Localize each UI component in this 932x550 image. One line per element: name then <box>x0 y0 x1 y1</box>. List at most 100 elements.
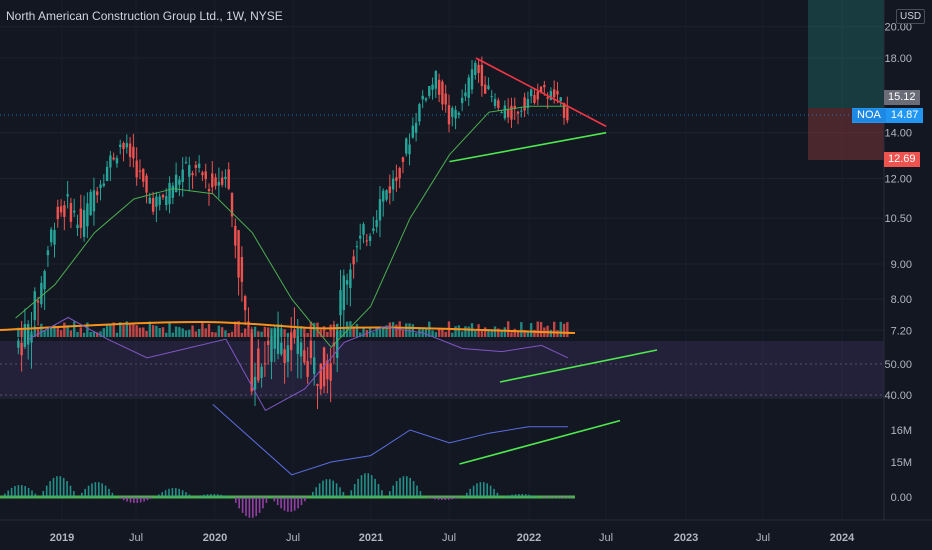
macd-histogram-bar <box>434 497 436 500</box>
volume-bar <box>513 328 516 337</box>
volume-bar <box>17 327 20 337</box>
volume-bar <box>523 330 526 337</box>
macd-histogram-bar <box>479 482 482 497</box>
time-tick-label: 2020 <box>203 532 227 544</box>
macd-histogram-bar <box>280 497 282 509</box>
candle-body <box>253 376 257 390</box>
candle-body <box>526 99 530 109</box>
macd-histogram-bar <box>238 497 240 509</box>
candle-body <box>493 98 497 106</box>
macd-histogram-bar <box>549 497 552 498</box>
candle-body <box>63 205 66 217</box>
candle-body <box>437 79 441 95</box>
candle-body <box>520 110 523 112</box>
volume-bar <box>224 330 227 337</box>
volume-bar <box>372 332 375 337</box>
volume-bar <box>155 325 158 337</box>
volume-bar <box>283 329 286 337</box>
candle-body <box>26 323 30 345</box>
candle-body <box>477 64 480 73</box>
macd-histogram-bar <box>133 497 135 503</box>
macd-histogram-bar <box>290 497 293 512</box>
candle-body <box>391 178 395 190</box>
volume-bar <box>474 330 477 337</box>
candle-body <box>562 102 566 118</box>
candle-body <box>158 196 161 205</box>
candle-body <box>487 85 490 90</box>
volume-bar <box>480 330 484 337</box>
candle-body <box>151 197 155 212</box>
macd-histogram-bar <box>108 488 110 497</box>
candle-body <box>326 360 329 380</box>
volume-bar <box>533 329 536 337</box>
macd-histogram-bar <box>87 485 90 497</box>
candle-body <box>470 69 474 90</box>
macd-histogram-bar <box>560 497 562 499</box>
price-tick-label: 20.00 <box>884 22 912 34</box>
volume-bar <box>382 326 385 337</box>
indicator-lines <box>0 105 576 518</box>
volume-bar <box>457 325 461 337</box>
candle-body <box>148 197 152 204</box>
macd-histogram-bar <box>476 483 478 497</box>
macd-histogram-bar <box>546 497 548 498</box>
macd-histogram-bar <box>262 497 264 509</box>
candle-body <box>260 366 263 379</box>
candle-body <box>109 155 112 168</box>
candle-body <box>165 196 168 206</box>
candle-body <box>368 236 372 241</box>
volume-bar <box>329 324 332 337</box>
macd-histogram-bar <box>171 488 174 497</box>
macd-histogram-bar <box>24 486 26 497</box>
volume-bar <box>414 332 418 337</box>
volume-bar <box>559 321 562 337</box>
rsi-tick-label: 50.00 <box>884 359 912 371</box>
candle-body <box>174 174 178 193</box>
candle-body <box>533 95 536 103</box>
macd-histogram-bar <box>329 479 331 497</box>
macd-histogram-bar <box>17 485 20 497</box>
volume-bar <box>552 321 556 337</box>
target-price-tag: 15.12 <box>884 90 920 105</box>
volume-bar <box>487 329 490 337</box>
candle-body <box>359 235 362 239</box>
macd-histogram-bar <box>322 480 324 497</box>
candle-body <box>293 329 296 338</box>
volume-bar <box>257 331 260 337</box>
volume-bar <box>142 327 145 337</box>
macd-histogram-bar <box>7 490 9 497</box>
candle-body <box>428 85 431 96</box>
candle-body <box>513 105 516 109</box>
rsi-trendline <box>499 349 658 383</box>
candle-body <box>467 77 470 98</box>
candle-body <box>204 171 207 180</box>
volume-bar <box>483 327 487 337</box>
volume-bar <box>454 326 457 337</box>
candle-body <box>464 92 467 97</box>
volume-bar <box>188 329 191 337</box>
volume-bar <box>165 332 168 337</box>
macd-histogram-bar <box>4 493 6 497</box>
candle-body <box>46 250 50 256</box>
candle-body <box>375 220 378 227</box>
volume-bar <box>451 332 454 337</box>
volume-bar <box>197 328 201 337</box>
candle-body <box>411 125 415 138</box>
resistance-trendline <box>475 57 607 128</box>
candle-body <box>309 340 313 358</box>
support-trendline <box>449 131 607 163</box>
candle-body <box>53 229 56 245</box>
time-axis: 2019 Jul 2020 Jul 2021 Jul 2022 Jul 2023 Jul 2024 <box>0 519 932 544</box>
volume-bar <box>385 325 388 337</box>
volume-bar <box>204 328 207 337</box>
candle-body <box>398 168 401 179</box>
macd-histogram-bar <box>66 481 68 497</box>
candle-body <box>447 105 451 125</box>
macd-histogram-bar <box>496 492 499 497</box>
macd-histogram-bar <box>332 480 334 497</box>
volume-bar <box>322 326 326 337</box>
candle-body <box>194 164 198 168</box>
currency-button[interactable]: USD <box>896 9 926 24</box>
